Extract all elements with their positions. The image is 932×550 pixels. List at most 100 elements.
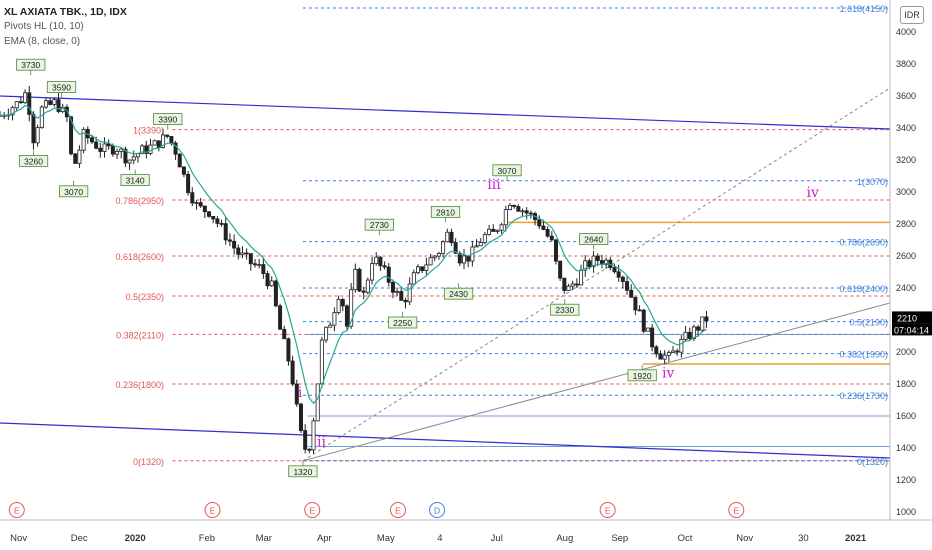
candle-body xyxy=(307,448,312,451)
pivot-label: 2250 xyxy=(393,318,412,328)
price-tick-label: 2400 xyxy=(896,283,916,293)
candle-body xyxy=(215,218,220,224)
candle-body xyxy=(73,153,78,164)
pivot-box xyxy=(492,164,522,177)
time-tick-label: Apr xyxy=(317,533,332,544)
wave-label: ii xyxy=(317,434,326,450)
candle-body xyxy=(232,240,237,249)
candle-body xyxy=(579,269,584,286)
candle-body xyxy=(487,228,492,235)
candle-body xyxy=(558,260,563,279)
candle-body xyxy=(39,106,44,129)
price-tick-label: 3000 xyxy=(896,187,916,197)
time-tick-label: Dec xyxy=(71,533,88,544)
candle-body xyxy=(144,145,149,154)
pivot-box xyxy=(550,303,580,316)
fib-right-label: 0.786(2690) xyxy=(839,238,888,248)
time-tick-label: Nov xyxy=(736,533,753,544)
event-marker xyxy=(599,502,616,518)
candle-body xyxy=(424,264,429,271)
candles xyxy=(0,86,709,454)
pivot-label: 3140 xyxy=(126,176,145,186)
chart-labels: 3730 3590 3260 3070 3140 3390 1320 2730 2250 2810… xyxy=(16,58,819,478)
pivot-box xyxy=(388,316,418,329)
indicator-pivots[interactable]: Pivots HL (10, 10) xyxy=(4,21,84,32)
candle-body xyxy=(353,268,358,291)
candle-body xyxy=(545,229,550,237)
candle-body xyxy=(374,256,379,265)
price-tag-box xyxy=(892,311,932,324)
candle-body xyxy=(441,241,446,254)
candle-body xyxy=(662,354,667,360)
pivot-label: 2330 xyxy=(555,305,574,315)
candle-body xyxy=(156,140,161,148)
wave-label: iv xyxy=(807,185,819,201)
candle-body xyxy=(687,331,692,339)
candle-body xyxy=(407,283,412,303)
ema-path xyxy=(0,104,707,405)
event-marker xyxy=(728,502,745,518)
candle-body xyxy=(612,267,617,273)
candle-body xyxy=(186,173,191,194)
candle-body xyxy=(227,239,232,242)
candle-body xyxy=(679,338,684,353)
candle-body xyxy=(311,420,316,451)
candle-body xyxy=(671,350,676,353)
candle-body xyxy=(386,266,391,283)
candle-body xyxy=(457,252,462,264)
channel-lower-line xyxy=(0,422,891,459)
wave-label: iii xyxy=(487,177,501,193)
candle-body xyxy=(499,224,504,231)
candle-body xyxy=(177,153,182,168)
candle-body xyxy=(616,271,621,278)
event-marker-label: E xyxy=(309,506,315,516)
candle-body xyxy=(198,202,203,207)
countdown-value: 07:04:14 xyxy=(894,325,929,335)
fib-left-label: 0.5(2350) xyxy=(126,292,165,302)
fib-right-label: 1.618(4150) xyxy=(839,4,888,14)
candle-body xyxy=(700,316,705,331)
candle-body xyxy=(35,127,40,144)
candle-body xyxy=(152,140,157,146)
candle-body xyxy=(482,234,487,243)
candle-body xyxy=(570,283,575,287)
candle-body xyxy=(115,151,120,155)
symbol-title[interactable]: XL AXIATA TBK., 1D, IDX xyxy=(4,6,127,18)
support-trendline xyxy=(302,302,891,462)
pivot-box xyxy=(59,185,89,198)
candle-body xyxy=(261,264,266,275)
candle-body xyxy=(528,212,533,215)
candle-body xyxy=(462,255,467,264)
candle-body xyxy=(219,222,224,225)
candle-body xyxy=(10,107,15,116)
candle-body xyxy=(524,210,529,214)
candle-body xyxy=(411,272,416,285)
candle-body xyxy=(503,209,508,226)
candle-body xyxy=(27,92,32,115)
event-marker xyxy=(429,502,446,518)
candle-body xyxy=(131,156,136,161)
candle-body xyxy=(64,106,69,118)
indicator-ema[interactable]: EMA (8, close, 0) xyxy=(4,36,81,47)
candle-body xyxy=(637,309,642,312)
candle-body xyxy=(14,101,19,109)
candle-body xyxy=(223,223,228,241)
currency-badge[interactable]: IDR xyxy=(900,6,924,24)
candle-body xyxy=(633,296,638,311)
time-tick-label: Aug xyxy=(556,533,573,544)
time-tick-label: Jul xyxy=(491,533,503,544)
candle-body xyxy=(512,205,517,207)
candle-body xyxy=(549,235,554,241)
candle-body xyxy=(654,346,659,355)
candle-body xyxy=(303,430,308,450)
pivot-label: 2430 xyxy=(449,289,468,299)
candle-body xyxy=(140,145,145,155)
candle-body xyxy=(244,252,249,255)
pivot-box xyxy=(153,113,183,125)
candle-body xyxy=(491,228,496,232)
candle-body xyxy=(77,149,82,164)
wave-label: i xyxy=(298,385,303,401)
pivot-label: 2810 xyxy=(436,207,455,217)
